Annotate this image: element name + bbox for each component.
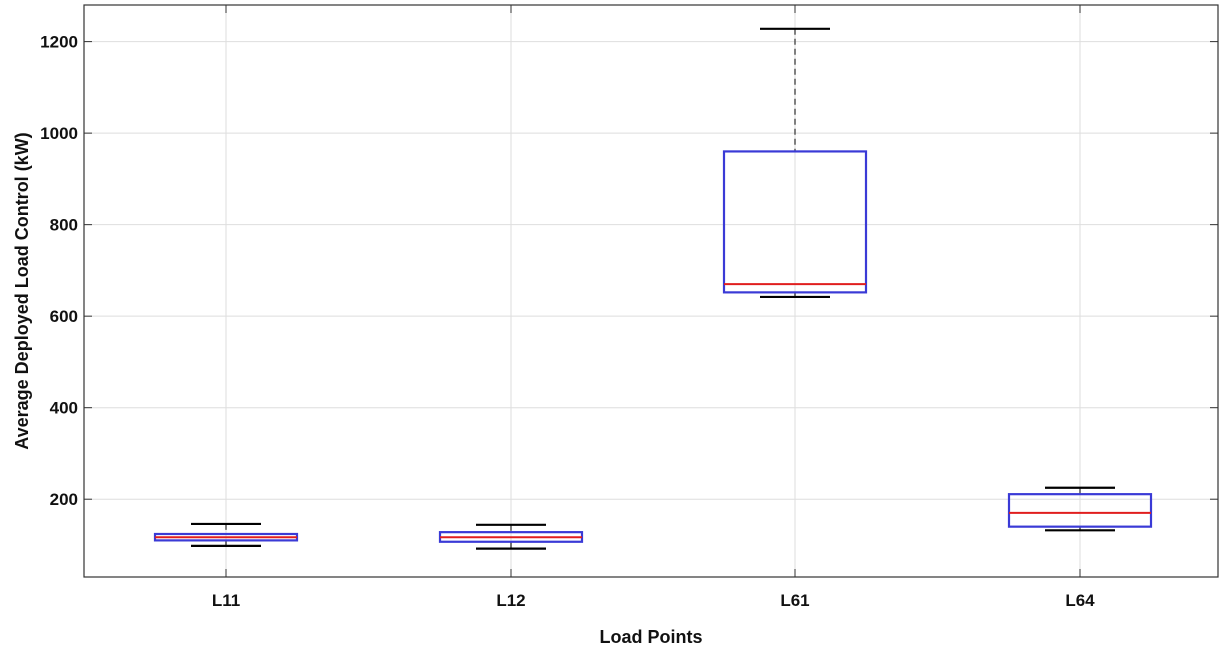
y-tick-label: 1000 <box>40 124 78 143</box>
y-tick-label: 1200 <box>40 33 78 52</box>
y-tick-label: 800 <box>50 216 78 235</box>
y-tick-label: 200 <box>50 490 78 509</box>
y-tick-label: 400 <box>50 399 78 418</box>
x-tick-label: L12 <box>496 591 525 610</box>
x-axis-title: Load Points <box>600 627 703 647</box>
y-tick-label: 600 <box>50 307 78 326</box>
x-tick-label: L61 <box>780 591 809 610</box>
y-axis-title: Average Deployed Load Control (kW) <box>12 132 32 449</box>
x-tick-label: L64 <box>1065 591 1095 610</box>
axis-ticks: 200 400 600 800 1000 1200 L11 L12 L61 L64 <box>40 5 1218 610</box>
box-L61 <box>722 150 868 294</box>
x-tick-label: L11 <box>212 591 240 610</box>
box-L64 <box>1007 493 1153 528</box>
box-series <box>153 27 1153 550</box>
plot-frame <box>83 4 1219 578</box>
grid-lines <box>84 5 1218 577</box>
